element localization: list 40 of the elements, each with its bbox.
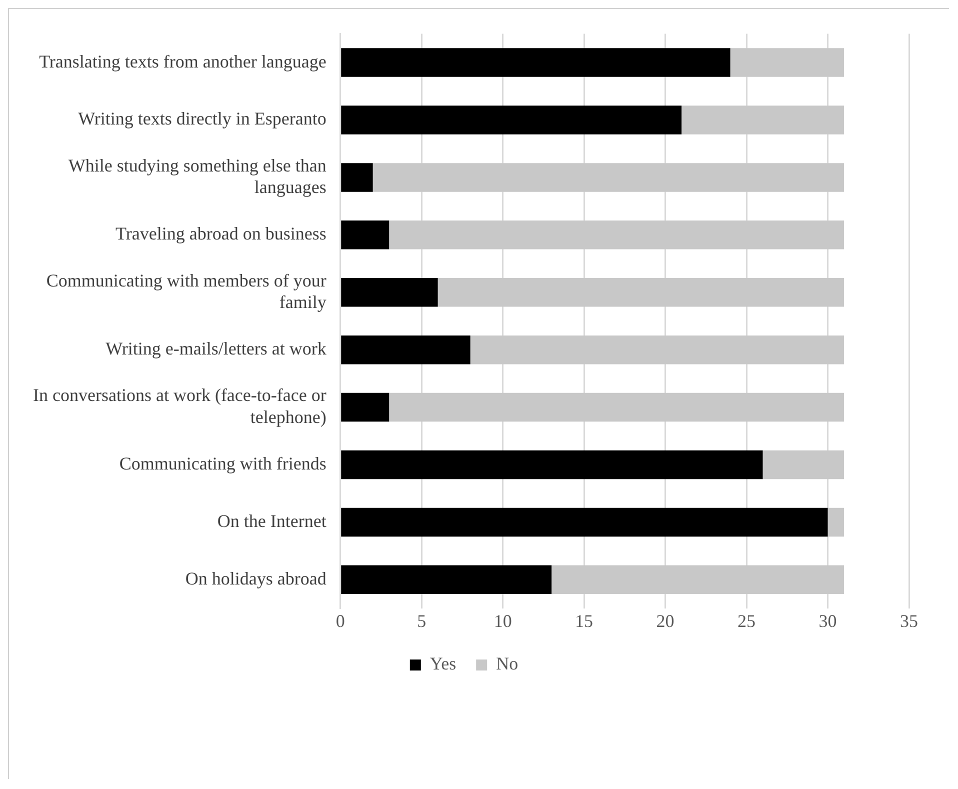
x-tick-label: 25	[738, 610, 756, 631]
y-tick-label: Communicating with friends	[119, 453, 326, 474]
y-tick-label: Writing e-mails/letters at work	[106, 338, 326, 359]
bar	[341, 278, 438, 307]
y-tick-label: Translating texts from another language	[39, 51, 326, 72]
x-tick-label: 5	[417, 610, 426, 631]
bar	[438, 278, 844, 307]
x-tick-label: 20	[656, 610, 674, 631]
bar	[341, 450, 763, 480]
x-tick-label: 0	[336, 610, 345, 631]
y-tick-label: While studying something else than languages	[68, 155, 326, 197]
y-tick-label: Writing texts directly in Esperanto	[78, 108, 326, 129]
legend-label: Yes	[430, 654, 456, 674]
bar	[828, 508, 844, 537]
y-tick-label: Traveling abroad on business	[116, 224, 326, 244]
bar	[341, 48, 730, 77]
bar	[470, 335, 844, 364]
bar	[341, 106, 682, 134]
y-tick-label: Communicating with members of your family	[46, 270, 326, 312]
bar	[389, 220, 844, 250]
y-tick-label: On the Internet	[217, 510, 326, 531]
x-tick-label: 10	[494, 610, 512, 631]
bar	[372, 163, 844, 192]
y-tick-label: In conversations at work (face-to-face or telephone)	[32, 385, 326, 427]
bar	[552, 565, 844, 594]
x-tick-label: 30	[818, 610, 837, 631]
bar	[341, 220, 390, 250]
bar	[389, 392, 844, 422]
x-tick-label: 15	[575, 610, 594, 631]
bar	[682, 106, 844, 134]
bar	[341, 508, 828, 537]
legend-label: No	[496, 654, 518, 674]
x-tick-label: 35	[900, 610, 918, 631]
y-tick-label: On holidays abroad	[185, 568, 326, 588]
bar	[341, 335, 470, 364]
bar	[341, 565, 552, 594]
bar	[762, 450, 844, 480]
bar	[730, 48, 844, 77]
bar	[341, 392, 390, 422]
bar	[341, 163, 373, 192]
